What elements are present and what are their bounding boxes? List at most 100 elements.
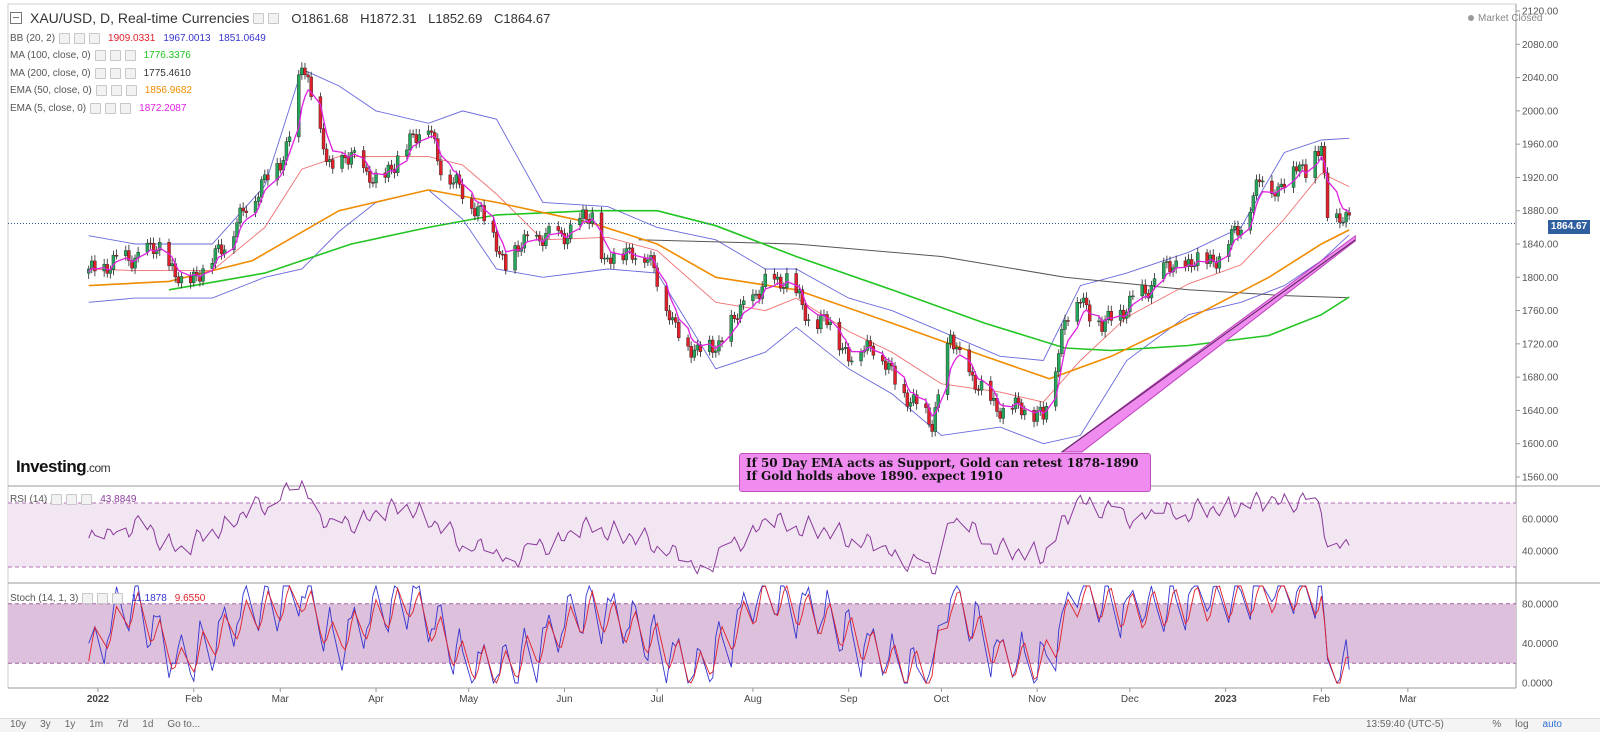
rsi-hide-icon[interactable] — [66, 493, 78, 505]
candle-up — [522, 234, 527, 249]
indicator-label[interactable]: EMA (5, close, 0) — [10, 102, 87, 114]
stoch-hide-icon[interactable] — [97, 592, 109, 604]
candle-down — [1078, 302, 1083, 304]
candle-down — [324, 148, 329, 162]
indicator-value: 1775.4610 — [143, 67, 191, 79]
logo-suffix: .com — [86, 461, 111, 475]
scale-option-button[interactable]: auto — [1542, 719, 1562, 730]
collapse-icon[interactable] — [10, 12, 22, 24]
candle-down — [1143, 284, 1147, 294]
y-tick-label: 1560.00 — [1522, 473, 1559, 484]
indicator-settings-icon[interactable] — [59, 32, 71, 44]
candle-up — [1291, 166, 1296, 188]
indicator-settings-icon[interactable] — [94, 67, 106, 79]
annotation-box[interactable]: If 50 Day EMA acts as Support, Gold can … — [739, 453, 1151, 492]
timeframe-button[interactable]: 1d — [142, 719, 154, 730]
timeframe-button[interactable]: 7d — [117, 719, 129, 730]
candle-up — [911, 394, 916, 403]
candle-down — [414, 134, 418, 143]
rsi-line — [88, 479, 1350, 575]
hide-icon[interactable] — [268, 12, 280, 24]
candle-down — [664, 286, 669, 311]
candle-down — [1211, 254, 1215, 262]
candle-down — [1109, 310, 1113, 321]
high-value: H1872.31 — [360, 10, 417, 26]
scale-option-button[interactable]: % — [1492, 719, 1502, 730]
candle-down — [609, 257, 613, 264]
candle-down — [643, 258, 647, 263]
candle-up — [1341, 221, 1345, 224]
timeframe-button[interactable]: 10y — [10, 719, 27, 730]
timeframe-button[interactable]: 3y — [40, 719, 51, 730]
candle-down — [893, 365, 897, 385]
indicator-settings-icon[interactable] — [94, 50, 106, 61]
candle-down — [93, 260, 97, 272]
indicator-remove-icon[interactable] — [89, 32, 101, 44]
indicator-label[interactable]: MA (200, close, 0) — [10, 67, 91, 79]
stoch-k-value: 11.1878 — [131, 592, 167, 604]
candle-up — [1301, 164, 1305, 166]
candle-down — [976, 389, 981, 391]
candle-down — [686, 337, 690, 347]
candle-down — [1257, 179, 1262, 183]
stoch-remove-icon[interactable] — [112, 592, 124, 604]
indicator-label[interactable]: MA (100, close, 0) — [10, 50, 91, 61]
close-value: C1864.67 — [494, 10, 551, 26]
indicator-value: 1872.2087 — [139, 102, 187, 114]
candle-down — [151, 242, 156, 254]
x-tick-label: Dec — [1121, 694, 1139, 705]
ma200-line — [638, 239, 1350, 299]
indicator-hide-icon[interactable] — [105, 102, 117, 114]
indicator-legend-row: EMA (50, close, 0) 1856.9682 — [10, 84, 192, 98]
settings-icon[interactable] — [253, 12, 265, 24]
symbol-title[interactable]: XAU/USD, D, Real-time Currencies — [30, 10, 250, 26]
indicator-hide-icon[interactable] — [109, 67, 121, 79]
candle-up — [627, 247, 632, 250]
indicator-label[interactable]: BB (20, 2) — [10, 32, 56, 44]
candle-down — [1304, 164, 1308, 178]
stoch-tick-label: 0.0000 — [1522, 679, 1553, 690]
candle-up — [1260, 180, 1265, 183]
stoch-label[interactable]: Stoch (14, 1, 3) — [10, 592, 79, 604]
rsi-value: 43.8849 — [100, 493, 137, 505]
rsi-remove-icon[interactable] — [81, 493, 93, 505]
rsi-settings-icon[interactable] — [51, 493, 63, 505]
x-tick-label: Feb — [185, 694, 203, 705]
indicator-remove-icon[interactable] — [125, 85, 137, 96]
indicator-settings-icon[interactable] — [90, 102, 102, 114]
candle-down — [1189, 259, 1194, 268]
x-tick-label: 2022 — [87, 694, 110, 705]
candle-down — [241, 207, 245, 212]
candle-up — [806, 319, 811, 321]
candle-up — [1254, 179, 1259, 196]
candle-up — [1060, 329, 1064, 354]
indicator-label[interactable]: EMA (50, close, 0) — [10, 85, 92, 96]
stoch-settings-icon[interactable] — [82, 592, 94, 604]
candle-up — [859, 351, 863, 362]
indicator-hide-icon[interactable] — [110, 85, 122, 96]
bb-upper-line — [88, 68, 1350, 361]
indicator-remove-icon[interactable] — [120, 102, 132, 114]
candle-up — [349, 152, 354, 165]
indicator-hide-icon[interactable] — [109, 50, 121, 61]
x-tick-label: Jul — [651, 694, 664, 705]
candle-down — [448, 174, 452, 185]
timeframe-button[interactable]: 1y — [64, 719, 76, 730]
candle-up — [979, 380, 984, 391]
candle-up — [633, 258, 638, 260]
timeframe-button[interactable]: Go to... — [167, 719, 201, 730]
rsi-label[interactable]: RSI (14) — [10, 493, 48, 505]
candle-up — [695, 344, 700, 351]
indicator-hide-icon[interactable] — [74, 32, 86, 44]
candle-up — [374, 172, 378, 184]
indicator-settings-icon[interactable] — [95, 85, 107, 96]
timeframe-button[interactable]: 1m — [89, 719, 104, 730]
candle-up — [170, 263, 174, 267]
candle-up — [763, 273, 767, 287]
indicator-remove-icon[interactable] — [124, 67, 136, 79]
indicator-remove-icon[interactable] — [124, 50, 136, 61]
scale-option-button[interactable]: log — [1515, 719, 1529, 730]
stoch-tick-label: 40.0000 — [1522, 639, 1559, 650]
candle-down — [779, 276, 783, 289]
candle-down — [429, 130, 434, 133]
